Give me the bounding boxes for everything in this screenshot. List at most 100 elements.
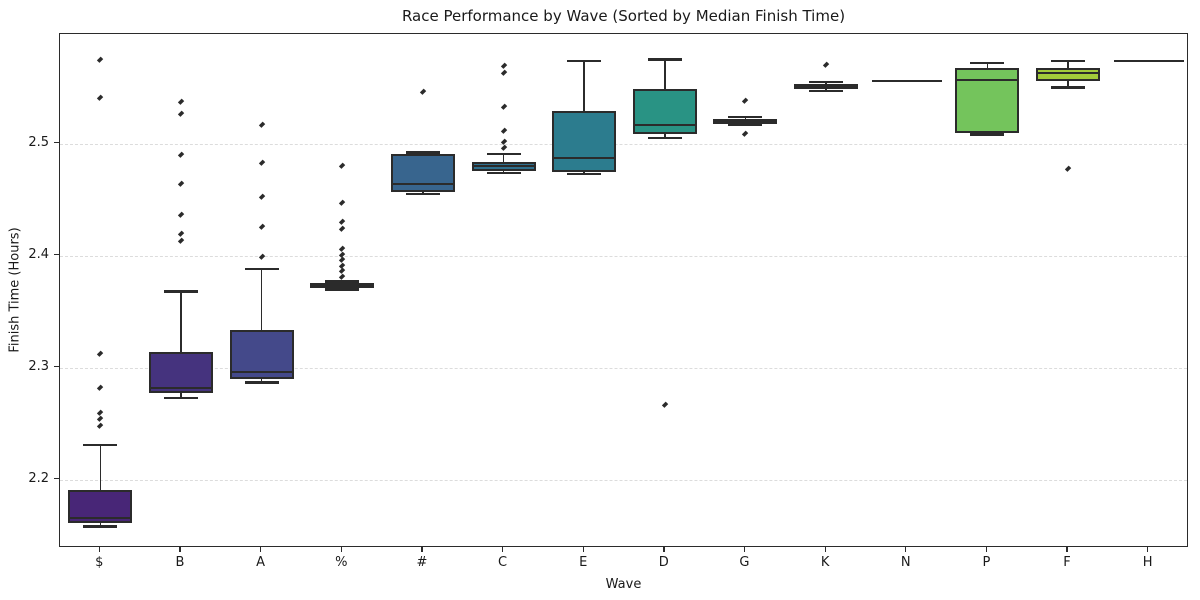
lower-whisker-cap	[647, 136, 682, 140]
outlier-diamond	[96, 94, 104, 102]
x-tick-mark	[985, 547, 988, 552]
lower-whisker-cap	[486, 171, 521, 175]
x-tick-mark	[905, 547, 907, 552]
outlier-diamond	[742, 97, 749, 105]
outlier-diamond	[177, 237, 185, 245]
gridline	[60, 143, 1187, 145]
chart-title: Race Performance by Wave (Sorted by Medi…	[401, 7, 846, 25]
outlier-diamond	[96, 350, 104, 358]
box-P	[955, 67, 1020, 133]
lower-whisker-cap	[244, 380, 279, 384]
x-tick-mark	[663, 547, 665, 552]
lower-whisker-cap	[970, 133, 1005, 137]
outlier-diamond	[500, 103, 507, 111]
x-tick-label: H	[1142, 555, 1153, 570]
x-tick-mark	[582, 547, 584, 552]
lower-whisker-cap	[163, 396, 198, 400]
upper-whisker-cap	[325, 280, 360, 283]
x-tick-label: E	[579, 555, 588, 570]
outlier-diamond	[258, 223, 266, 231]
outlier-diamond	[822, 61, 830, 69]
outlier-diamond	[338, 251, 346, 259]
outlier-diamond	[96, 56, 104, 64]
median-line	[1038, 71, 1099, 75]
gridline	[60, 479, 1187, 481]
outlier-diamond	[96, 384, 104, 392]
y-tick-mark	[54, 254, 59, 256]
outlier-diamond	[338, 262, 346, 270]
y-tick-label: 2.4	[28, 246, 49, 262]
box-B	[148, 352, 213, 394]
upper-whisker-cap	[567, 59, 602, 63]
lower-whisker-cap	[83, 525, 118, 529]
outlier-diamond	[177, 211, 185, 219]
x-tick-mark	[824, 547, 826, 552]
upper-whisker	[502, 153, 505, 162]
median-line	[957, 78, 1018, 82]
median-line	[554, 157, 615, 160]
outlier-diamond	[338, 225, 346, 233]
upper-whisker-cap	[809, 80, 844, 84]
box-#	[390, 153, 455, 192]
x-tick-label: N	[900, 555, 911, 570]
outlier-diamond	[500, 63, 507, 70]
outlier-diamond	[742, 130, 749, 138]
lower-whisker	[664, 133, 666, 139]
y-tick-mark	[54, 366, 59, 368]
median-line	[70, 516, 131, 519]
lower-whisker-cap	[728, 123, 763, 126]
upper-whisker	[99, 444, 102, 490]
outlier-diamond	[500, 127, 507, 135]
upper-whisker	[583, 60, 585, 112]
outlier-diamond	[338, 245, 346, 253]
plot-area	[59, 33, 1188, 547]
upper-whisker-cap	[405, 151, 440, 154]
outlier-diamond	[96, 409, 104, 416]
x-tick-label: D	[658, 555, 669, 570]
flat-box-N	[871, 79, 942, 83]
x-axis-label: Wave	[605, 577, 642, 592]
flat-box-H	[1113, 59, 1184, 63]
outlier-diamond	[338, 162, 346, 170]
lower-whisker-cap	[567, 172, 602, 176]
x-tick-label: P	[982, 555, 991, 570]
outlier-diamond	[177, 180, 185, 188]
x-tick-label: K	[820, 555, 830, 570]
upper-whisker	[986, 63, 989, 68]
x-tick-mark	[98, 547, 101, 552]
upper-whisker-cap	[647, 58, 682, 62]
y-tick-mark	[54, 142, 59, 144]
median-line	[150, 386, 211, 390]
upper-whisker	[180, 291, 182, 353]
lower-whisker	[99, 523, 102, 527]
upper-whisker	[664, 59, 666, 89]
upper-whisker-cap	[1051, 59, 1086, 63]
upper-whisker-cap	[163, 290, 198, 293]
upper-whisker-cap	[486, 152, 521, 156]
x-tick-mark	[1147, 547, 1149, 552]
upper-whisker-cap	[728, 115, 763, 119]
gridline	[60, 255, 1187, 257]
y-tick-label: 2.5	[28, 134, 49, 150]
x-tick-label: F	[1063, 555, 1071, 570]
outlier-diamond	[338, 199, 346, 207]
box-A	[229, 329, 294, 379]
upper-whisker	[260, 269, 263, 330]
upper-whisker-cap	[244, 267, 279, 271]
y-tick-label: 2.2	[28, 470, 49, 486]
lower-whisker	[180, 393, 182, 398]
outlier-diamond	[177, 98, 185, 106]
lower-whisker-cap	[325, 288, 360, 291]
x-tick-label: $	[95, 555, 104, 570]
outlier-diamond	[258, 253, 266, 261]
lower-whisker-cap	[809, 89, 844, 93]
y-tick-label: 2.3	[28, 358, 49, 374]
outlier-diamond	[500, 69, 507, 77]
x-tick-label: B	[175, 555, 185, 570]
x-tick-mark	[743, 547, 746, 552]
box-D	[632, 88, 697, 134]
outlier-diamond	[419, 88, 427, 96]
y-tick-mark	[54, 478, 59, 480]
median-line	[312, 284, 373, 288]
